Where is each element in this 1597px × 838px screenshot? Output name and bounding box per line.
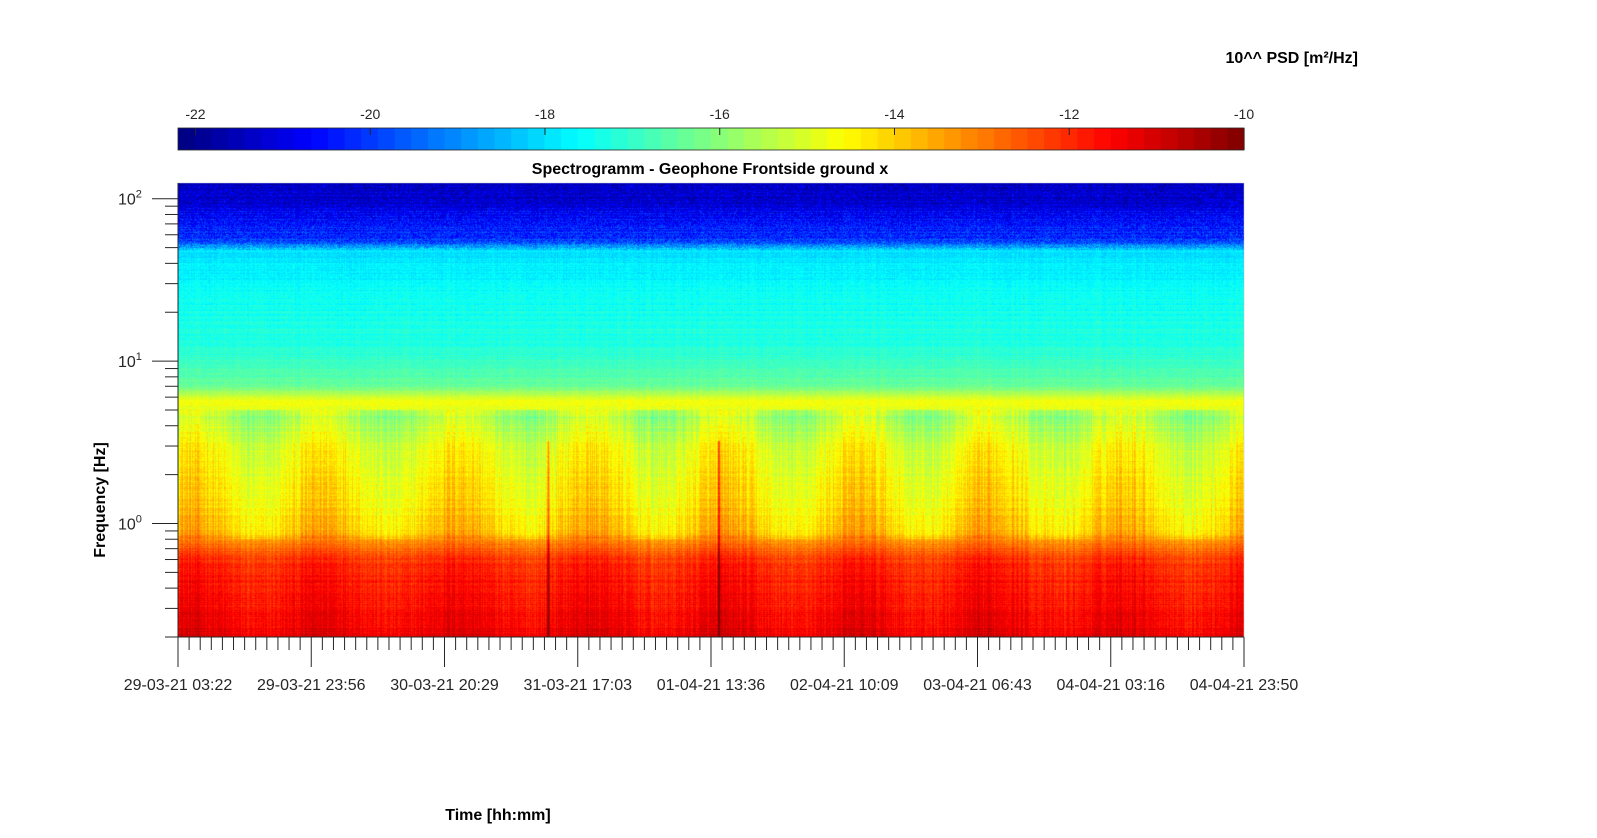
- x-tick-label: 04-04-21 23:50: [1190, 677, 1299, 694]
- colorbar-segment: [627, 128, 645, 150]
- colorbar-segment: [827, 128, 845, 150]
- x-axis: 29-03-21 03:22 29-03-21 23:56 30-03-21 20:…: [124, 636, 1299, 694]
- colorbar-segment: [261, 128, 279, 150]
- spectrogram-heatmap: [178, 183, 1244, 637]
- colorbar-label: 10^^ PSD [m²/Hz]: [1226, 50, 1358, 67]
- colorbar-segment: [211, 128, 229, 150]
- colorbar-segment: [561, 128, 579, 150]
- x-tick-label: 04-04-21 03:16: [1056, 677, 1165, 694]
- x-tick-label: 01-04-21 13:36: [657, 677, 766, 694]
- x-tick-label: 03-04-21 06:43: [923, 677, 1032, 694]
- colorbar-segment: [760, 128, 779, 150]
- colorbar-segment: [178, 128, 196, 150]
- chart-title: Spectrogramm - Geophone Frontside ground…: [532, 161, 889, 178]
- colorbar-segment: [1094, 128, 1112, 150]
- x-axis-label: Time [hh:mm]: [445, 807, 550, 824]
- colorbar-segment: [527, 128, 546, 150]
- colorbar-segment: [1177, 128, 1195, 150]
- colorbar-segment: [644, 128, 662, 150]
- colorbar-segment: [927, 128, 945, 150]
- colorbar-ticks: -22 -20 -18 -16 -14 -12 -10: [185, 106, 1254, 135]
- colorbar-segment: [427, 128, 446, 150]
- colorbar-frame: [177, 127, 1245, 151]
- x-tick-label: 29-03-21 23:56: [257, 677, 366, 694]
- y-tick-label: 100: [118, 514, 142, 534]
- colorbar-segment: [877, 128, 895, 150]
- y-axis-label: Frequency [Hz]: [92, 442, 109, 558]
- colorbar-tick-label: -20: [360, 106, 380, 122]
- colorbar-segment: [1027, 128, 1045, 150]
- colorbar-segment: [977, 128, 995, 150]
- colorbar-segment: [277, 128, 296, 150]
- colorbar-segment: [694, 128, 712, 150]
- colorbar-segment: [194, 128, 212, 150]
- colorbar-segment: [994, 128, 1012, 150]
- colorbar-segment: [377, 128, 396, 150]
- colorbar-segment: [577, 128, 596, 150]
- colorbar-segment: [1077, 128, 1095, 150]
- colorbar-segment: [477, 128, 496, 150]
- colorbar-tick-label: -14: [884, 106, 904, 122]
- colorbar-segment: [677, 128, 695, 150]
- colorbar-segment: [244, 128, 262, 150]
- colorbar-segment: [860, 128, 879, 150]
- colorbar-segment: [444, 128, 462, 150]
- x-tick-label: 31-03-21 17:03: [523, 677, 632, 694]
- colorbar-segment: [611, 128, 629, 150]
- colorbar: [177, 127, 1245, 151]
- colorbar-segment: [794, 128, 812, 150]
- colorbar-segment: [744, 128, 762, 150]
- colorbar-segment: [1010, 128, 1029, 150]
- colorbar-segment: [844, 128, 862, 150]
- y-axis: 100 101 102: [118, 183, 179, 638]
- colorbar-segment: [944, 128, 962, 150]
- x-tick-label: 29-03-21 03:22: [124, 677, 233, 694]
- spectrogram-plot-area: [178, 183, 1244, 637]
- colorbar-segment: [494, 128, 512, 150]
- x-tick-label: 02-04-21 10:09: [790, 677, 899, 694]
- colorbar-segment: [777, 128, 795, 150]
- colorbar-segment: [411, 128, 429, 150]
- colorbar-tick-label: -16: [710, 106, 730, 122]
- colorbar-segment: [711, 128, 729, 150]
- colorbar-segment: [1044, 128, 1062, 150]
- colorbar-segment: [910, 128, 929, 150]
- x-tick-label: 30-03-21 20:29: [390, 677, 499, 694]
- colorbar-segment: [1144, 128, 1162, 150]
- colorbar-segment: [894, 128, 912, 150]
- colorbar-segment: [461, 128, 479, 150]
- colorbar-segment: [311, 128, 329, 150]
- colorbar-segment: [361, 128, 379, 150]
- y-tick-label: 101: [118, 351, 142, 371]
- colorbar-segment: [227, 128, 246, 150]
- colorbar-segment: [1160, 128, 1178, 150]
- colorbar-segment: [511, 128, 529, 150]
- colorbar-segment: [810, 128, 829, 150]
- colorbar-tick-label: -18: [535, 106, 555, 122]
- colorbar-tick-label: -10: [1234, 106, 1254, 122]
- colorbar-segment: [1210, 128, 1228, 150]
- colorbar-segment: [727, 128, 745, 150]
- colorbar-segment: [344, 128, 362, 150]
- colorbar-segment: [1060, 128, 1079, 150]
- colorbar-segment: [960, 128, 979, 150]
- colorbar-segment: [661, 128, 679, 150]
- colorbar-segment: [1110, 128, 1129, 150]
- colorbar-segment: [1194, 128, 1212, 150]
- colorbar-segment: [394, 128, 412, 150]
- colorbar-tick-label: -12: [1059, 106, 1079, 122]
- colorbar-segment: [327, 128, 346, 150]
- colorbar-segment: [544, 128, 562, 150]
- colorbar-segment: [594, 128, 612, 150]
- colorbar-segment: [1127, 128, 1145, 150]
- colorbar-segment: [294, 128, 312, 150]
- y-tick-label: 102: [118, 189, 142, 209]
- colorbar-segment: [1227, 128, 1245, 150]
- colorbar-tick-label: -22: [185, 106, 205, 122]
